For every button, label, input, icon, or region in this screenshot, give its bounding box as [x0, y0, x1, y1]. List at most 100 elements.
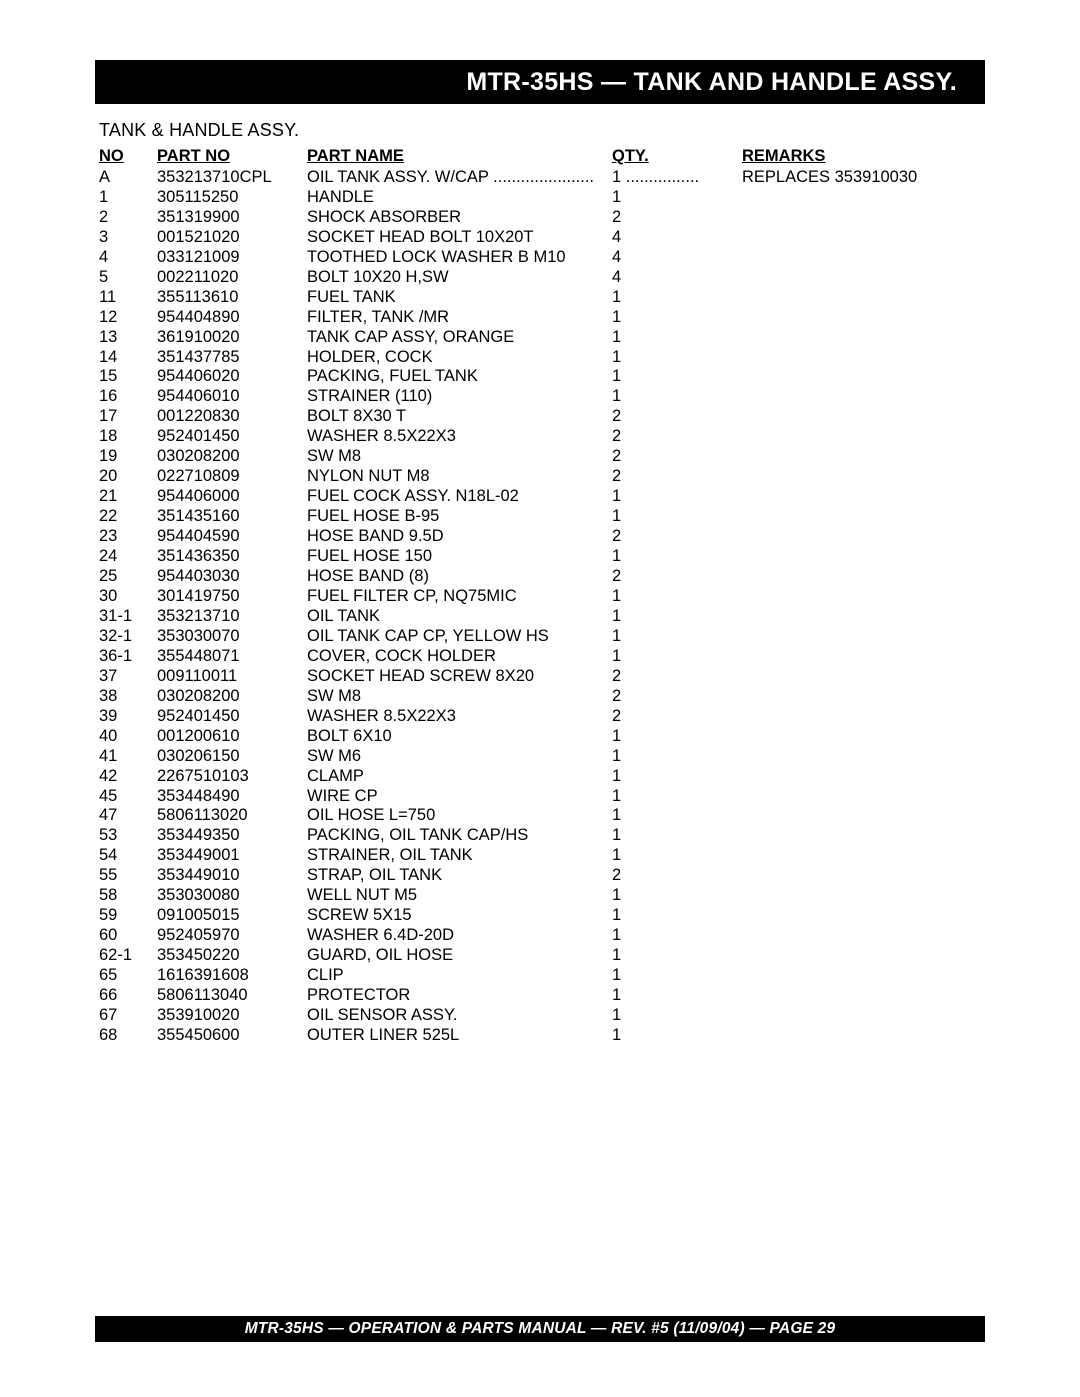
cell-part-name: BOLT 8X30 T	[307, 407, 612, 427]
cell-part-no: 022710809	[157, 467, 307, 487]
cell-qty: 1	[612, 747, 742, 767]
table-row: 14351437785HOLDER, COCK1	[99, 348, 985, 368]
cell-no: 68	[99, 1026, 157, 1046]
cell-no: 62-1	[99, 946, 157, 966]
cell-qty: 1	[612, 507, 742, 527]
cell-part-name: CLAMP	[307, 767, 612, 787]
cell-part-no: 351319900	[157, 208, 307, 228]
cell-qty: 2	[612, 866, 742, 886]
cell-remarks	[742, 467, 985, 487]
cell-remarks	[742, 667, 985, 687]
cell-no: 41	[99, 747, 157, 767]
table-row: 41030206150SW M61	[99, 747, 985, 767]
cell-part-name: FUEL COCK ASSY. N18L-02	[307, 487, 612, 507]
cell-part-name: GUARD, OIL HOSE	[307, 946, 612, 966]
cell-part-name: SOCKET HEAD BOLT 10X20T	[307, 228, 612, 248]
cell-part-name: SW M8	[307, 447, 612, 467]
col-header-qty: QTY.	[612, 147, 742, 167]
cell-no: 4	[99, 248, 157, 268]
cell-qty: 1	[612, 946, 742, 966]
table-row: 20022710809NYLON NUT M82	[99, 467, 985, 487]
cell-no: 66	[99, 986, 157, 1006]
cell-qty: 1	[612, 188, 742, 208]
cell-qty: 1	[612, 587, 742, 607]
cell-no: 45	[99, 787, 157, 807]
table-row: 17001220830BOLT 8X30 T2	[99, 407, 985, 427]
cell-part-no: 954404890	[157, 308, 307, 328]
cell-no: 39	[99, 707, 157, 727]
cell-part-name: PACKING, FUEL TANK	[307, 367, 612, 387]
cell-part-name: SW M6	[307, 747, 612, 767]
cell-remarks	[742, 268, 985, 288]
cell-no: 65	[99, 966, 157, 986]
cell-part-no: 351437785	[157, 348, 307, 368]
cell-part-no: 361910020	[157, 328, 307, 348]
table-row: 24351436350FUEL HOSE 1501	[99, 547, 985, 567]
cell-part-name: OIL SENSOR ASSY.	[307, 1006, 612, 1026]
cell-qty: 1	[612, 647, 742, 667]
table-row: 37009110011SOCKET HEAD SCREW 8X202	[99, 667, 985, 687]
cell-qty: 1	[612, 826, 742, 846]
cell-part-name: WASHER 8.5X22X3	[307, 707, 612, 727]
table-row: 45353448490WIRE CP1	[99, 787, 985, 807]
cell-remarks	[742, 387, 985, 407]
table-row: 54353449001STRAINER, OIL TANK1	[99, 846, 985, 866]
cell-no: 31-1	[99, 607, 157, 627]
cell-part-no: 355448071	[157, 647, 307, 667]
cell-qty: 1	[612, 846, 742, 866]
cell-remarks	[742, 627, 985, 647]
cell-qty: 1	[612, 627, 742, 647]
cell-qty: 1	[612, 387, 742, 407]
cell-qty: 1	[612, 1026, 742, 1046]
cell-part-name: TOOTHED LOCK WASHER B M10	[307, 248, 612, 268]
cell-part-name: NYLON NUT M8	[307, 467, 612, 487]
table-row: 67353910020OIL SENSOR ASSY.1	[99, 1006, 985, 1026]
cell-qty: 4	[612, 228, 742, 248]
cell-no: 67	[99, 1006, 157, 1026]
cell-part-name: OIL TANK ASSY. W/CAP ...................…	[307, 168, 612, 188]
cell-no: 13	[99, 328, 157, 348]
cell-part-name: STRAP, OIL TANK	[307, 866, 612, 886]
cell-remarks	[742, 727, 985, 747]
cell-part-name: HANDLE	[307, 188, 612, 208]
cell-part-name: HOSE BAND (8)	[307, 567, 612, 587]
cell-part-name: PROTECTOR	[307, 986, 612, 1006]
cell-part-name: FUEL HOSE 150	[307, 547, 612, 567]
table-row: 62-1353450220GUARD, OIL HOSE1	[99, 946, 985, 966]
cell-part-no: 954406010	[157, 387, 307, 407]
table-row: 38030208200SW M82	[99, 687, 985, 707]
cell-part-no: 353030070	[157, 627, 307, 647]
cell-qty: 1 ................	[612, 168, 742, 188]
cell-part-no: 952405970	[157, 926, 307, 946]
cell-qty: 2	[612, 527, 742, 547]
cell-no: 5	[99, 268, 157, 288]
cell-part-no: 001220830	[157, 407, 307, 427]
cell-remarks	[742, 427, 985, 447]
cell-part-name: SW M8	[307, 687, 612, 707]
cell-part-no: 301419750	[157, 587, 307, 607]
cell-qty: 1	[612, 966, 742, 986]
cell-qty: 1	[612, 288, 742, 308]
cell-no: 15	[99, 367, 157, 387]
cell-remarks	[742, 487, 985, 507]
cell-qty: 2	[612, 667, 742, 687]
cell-no: A	[99, 168, 157, 188]
cell-part-name: FILTER, TANK /MR	[307, 308, 612, 328]
cell-qty: 2	[612, 707, 742, 727]
table-row: 53353449350PACKING, OIL TANK CAP/HS1	[99, 826, 985, 846]
table-row: 55353449010STRAP, OIL TANK2	[99, 866, 985, 886]
cell-no: 1	[99, 188, 157, 208]
cell-part-name: TANK CAP ASSY, ORANGE	[307, 328, 612, 348]
cell-part-name: OIL TANK	[307, 607, 612, 627]
cell-remarks	[742, 866, 985, 886]
cell-remarks	[742, 647, 985, 667]
cell-part-no: 353030080	[157, 886, 307, 906]
header-title: MTR-35HS — TANK AND HANDLE ASSY.	[466, 68, 957, 97]
cell-part-no: 952401450	[157, 707, 307, 727]
cell-remarks	[742, 587, 985, 607]
cell-part-name: FUEL FILTER CP, NQ75MIC	[307, 587, 612, 607]
cell-no: 47	[99, 806, 157, 826]
cell-remarks	[742, 826, 985, 846]
table-row: 11355113610FUEL TANK1	[99, 288, 985, 308]
cell-qty: 1	[612, 806, 742, 826]
